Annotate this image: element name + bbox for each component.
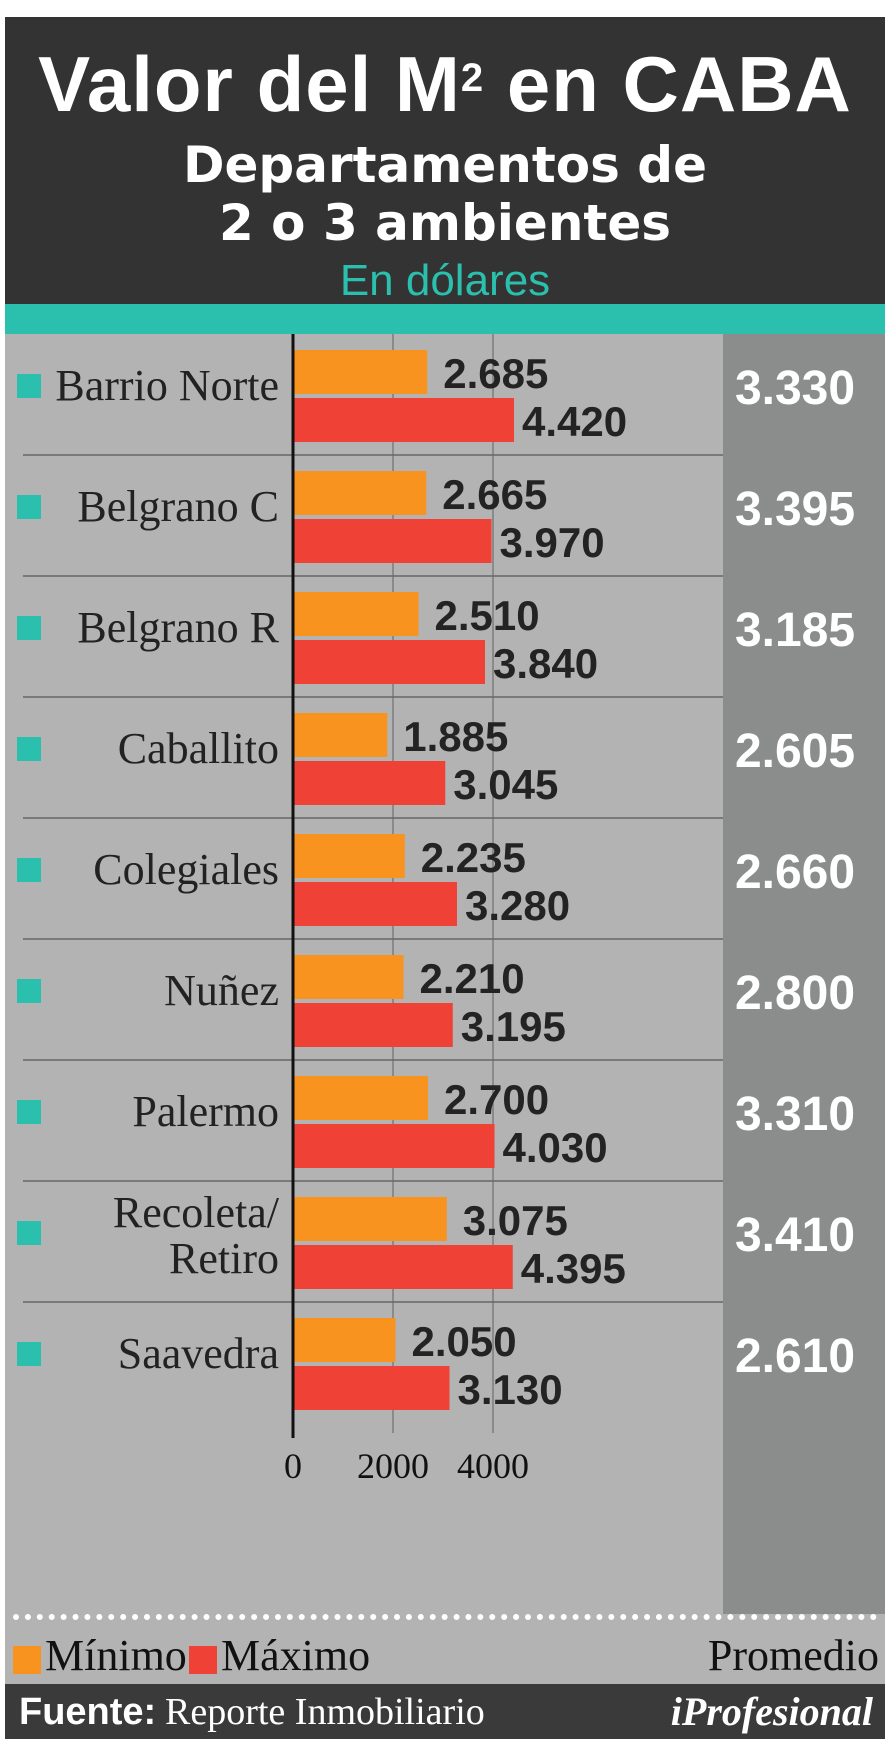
average-value: 3.330	[735, 362, 855, 415]
data-label-maximo: 3.045	[453, 761, 558, 808]
data-label-minimo: 3.075	[463, 1197, 568, 1244]
source-label: Fuente:	[19, 1691, 157, 1733]
category-label: Caballito	[118, 724, 279, 773]
average-value: 2.610	[735, 1330, 855, 1383]
category-label: Recoleta/	[113, 1188, 280, 1237]
data-label-maximo: 3.130	[458, 1366, 563, 1413]
data-label-maximo: 4.030	[503, 1124, 608, 1171]
category-marker	[17, 979, 41, 1003]
page-title: Valor del M2 en CABA	[5, 39, 885, 129]
accent-band	[5, 304, 885, 334]
bar-maximo	[293, 1003, 453, 1047]
bar-minimo	[293, 1318, 396, 1362]
x-tick-label: 4000	[457, 1446, 529, 1486]
bar-maximo	[293, 640, 485, 684]
data-label-maximo: 3.970	[500, 519, 605, 566]
category-marker	[17, 858, 41, 882]
bar-minimo	[293, 471, 427, 515]
average-column	[723, 334, 885, 1614]
category-label: Nuñez	[164, 966, 279, 1015]
average-value: 3.395	[735, 483, 855, 536]
category-label: Belgrano C	[77, 482, 279, 531]
subtitle-line-2: 2 o 3 ambientes	[218, 194, 671, 252]
bar-minimo	[293, 834, 405, 878]
category-label: Palermo	[132, 1087, 279, 1136]
category-label: Barrio Norte	[55, 361, 279, 410]
category-label: Retiro	[169, 1234, 279, 1283]
infographic-frame: Valor del M2 en CABA Departamentos de 2 …	[5, 17, 885, 1739]
category-marker	[17, 1100, 41, 1124]
bar-minimo	[293, 1076, 428, 1120]
bar-maximo	[293, 1245, 513, 1289]
data-label-maximo: 3.840	[493, 640, 598, 687]
legend: Mínimo Máximo Promedio	[5, 1614, 885, 1684]
average-value: 2.605	[735, 725, 855, 778]
bar-maximo	[293, 1124, 495, 1168]
bar-maximo	[293, 398, 514, 442]
average-value: 3.310	[735, 1088, 855, 1141]
x-tick-label: 2000	[357, 1446, 429, 1486]
data-label-maximo: 3.280	[465, 882, 570, 929]
category-marker	[17, 1221, 41, 1245]
title-text-rest: en CABA	[484, 40, 852, 128]
bar-maximo	[293, 761, 446, 805]
unit-label: En dólares	[339, 256, 551, 305]
data-label-minimo: 1.885	[403, 713, 508, 760]
data-label-minimo: 2.685	[443, 350, 548, 397]
data-label-maximo: 4.395	[521, 1245, 626, 1292]
bar-minimo	[293, 350, 428, 394]
bar-maximo	[293, 519, 492, 563]
category-label: Colegiales	[93, 845, 279, 894]
dotted-divider	[13, 1614, 877, 1620]
category-marker	[17, 1342, 41, 1366]
legend-label-promedio: Promedio	[707, 1631, 879, 1680]
data-label-maximo: 3.195	[461, 1003, 566, 1050]
source-value: Reporte Inmobiliario	[165, 1691, 485, 1733]
bar-maximo	[293, 1366, 450, 1410]
legend-swatch-maximo	[189, 1646, 217, 1674]
bar-minimo	[293, 1197, 447, 1241]
x-tick-label: 0	[284, 1446, 302, 1486]
header: Valor del M2 en CABA Departamentos de 2 …	[5, 17, 885, 305]
category-label: Belgrano R	[77, 603, 279, 652]
data-label-minimo: 2.235	[421, 834, 526, 881]
subtitle-line-1: Departamentos de	[183, 136, 707, 194]
data-label-minimo: 2.700	[444, 1076, 549, 1123]
title-text: Valor del M	[38, 40, 461, 128]
title-superscript: 2	[460, 56, 485, 100]
average-value: 3.410	[735, 1209, 855, 1262]
category-marker	[17, 737, 41, 761]
category-marker	[17, 616, 41, 640]
brand-logo: iProfesional	[670, 1689, 873, 1734]
data-label-minimo: 2.050	[412, 1318, 517, 1365]
category-label: Saavedra	[118, 1329, 279, 1378]
data-label-minimo: 2.510	[435, 592, 540, 639]
bar-maximo	[293, 882, 457, 926]
bar-minimo	[293, 713, 388, 757]
bar-minimo	[293, 592, 419, 636]
category-marker	[17, 374, 41, 398]
data-label-maximo: 4.420	[522, 398, 627, 445]
average-value: 2.660	[735, 846, 855, 899]
data-label-minimo: 2.210	[420, 955, 525, 1002]
bar-minimo	[293, 955, 404, 999]
legend-label-maximo: Máximo	[221, 1631, 371, 1680]
average-value: 3.185	[735, 604, 855, 657]
footer: Fuente: Reporte Inmobiliario iProfesiona…	[5, 1684, 885, 1739]
legend-label-minimo: Mínimo	[45, 1631, 187, 1680]
category-marker	[17, 495, 41, 519]
legend-swatch-minimo	[13, 1646, 41, 1674]
data-label-minimo: 2.665	[442, 471, 547, 518]
average-value: 2.800	[735, 967, 855, 1020]
